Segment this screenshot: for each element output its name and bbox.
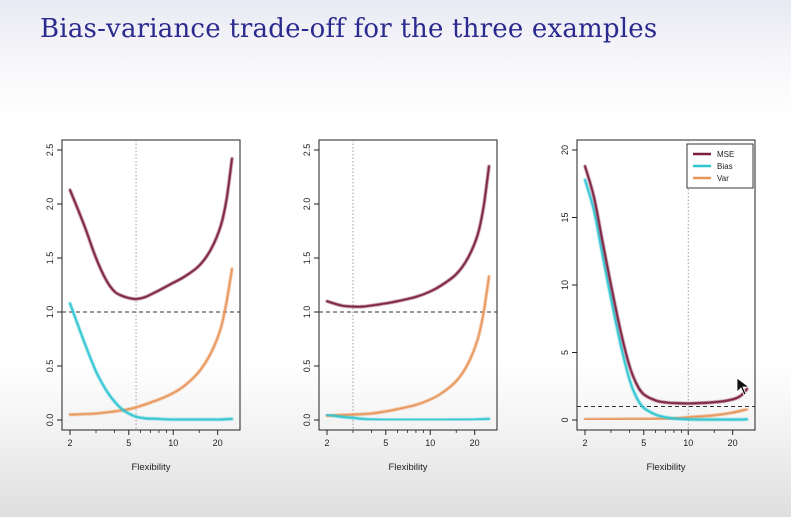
y-tick-label: 0 — [560, 417, 570, 422]
series-line-bias — [583, 178, 749, 421]
x-tick-label: 5 — [126, 438, 131, 448]
y-tick-label: 0.5 — [45, 360, 55, 373]
y-tick-label: 20 — [560, 145, 570, 155]
series-line-mse — [583, 164, 749, 405]
y-tick-label: 2.0 — [45, 198, 55, 211]
series-line-bias — [68, 302, 234, 421]
y-tick-label: 1.5 — [302, 252, 312, 265]
legend-label-var: Var — [717, 174, 729, 183]
x-tick-label: 2 — [324, 438, 329, 448]
series-line-var — [68, 267, 234, 416]
y-tick-label: 2.5 — [45, 144, 55, 157]
slide-title: Bias-variance trade-off for the three ex… — [40, 14, 658, 44]
x-tick-label: 10 — [168, 438, 178, 448]
x-tick-label: 20 — [728, 438, 738, 448]
x-axis-label: Flexibility — [646, 462, 685, 473]
y-tick-label: 1.0 — [45, 306, 55, 319]
legend: MSE Bias Var — [686, 143, 754, 189]
y-tick-label: 2.0 — [302, 198, 312, 211]
y-tick-label: 1.0 — [302, 306, 312, 319]
y-tick-label: 0.5 — [302, 360, 312, 373]
y-tick-label: 10 — [560, 280, 570, 290]
chart-panel-1: 0.0 0.5 1.0 1.5 2.0 2.5 2 5 10 20 Flexibility — [45, 139, 241, 473]
y-tick-label: 15 — [560, 212, 570, 222]
y-tick-label: 0.0 — [302, 414, 312, 427]
x-tick-label: 2 — [582, 438, 587, 448]
y-tick-label: 0.0 — [45, 414, 55, 427]
y-tick-label: 2.5 — [302, 144, 312, 157]
series-line-mse — [68, 157, 234, 301]
x-tick-label: 2 — [67, 438, 72, 448]
y-tick-label: 5 — [560, 350, 570, 355]
series-line-mse — [325, 164, 491, 309]
x-tick-label: 20 — [470, 438, 480, 448]
y-tick-label: 1.5 — [45, 252, 55, 265]
x-tick-label: 10 — [683, 438, 693, 448]
plot-frame — [61, 139, 241, 431]
x-tick-label: 10 — [425, 438, 435, 448]
series-line-bias — [325, 413, 491, 422]
plot-frame — [318, 139, 498, 431]
x-axis-label: Flexibility — [131, 462, 170, 473]
x-tick-label: 5 — [383, 438, 388, 448]
x-tick-label: 20 — [213, 438, 223, 448]
series-line-var — [325, 275, 491, 417]
x-tick-label: 5 — [641, 438, 646, 448]
legend-label-bias: Bias — [717, 162, 733, 171]
x-axis-label: Flexibility — [388, 462, 427, 473]
chart-panel-2: 0.0 0.5 1.0 1.5 2.0 2.5 2 5 10 20 Flexibility — [302, 139, 498, 473]
mouse-cursor-icon — [736, 377, 751, 396]
series-line-var — [583, 407, 749, 421]
legend-label-mse: MSE — [717, 150, 734, 159]
